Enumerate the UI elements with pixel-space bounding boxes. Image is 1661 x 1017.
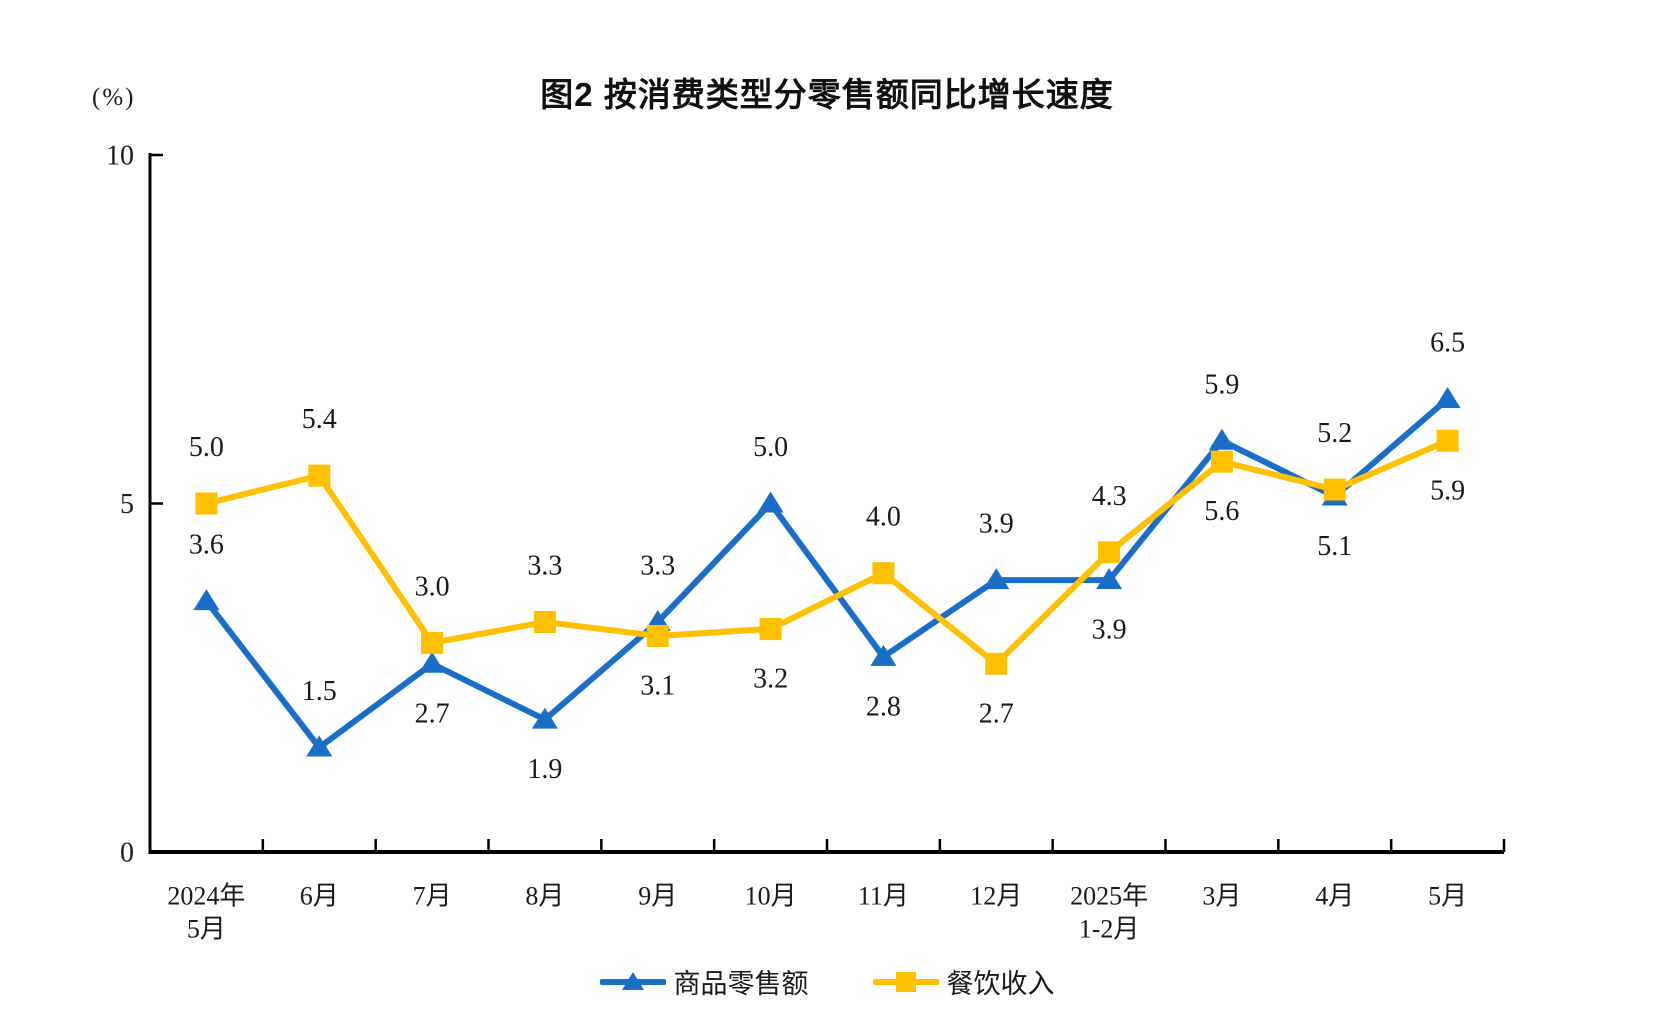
chart-title: 图2 按消费类型分零售额同比增长速度 — [540, 76, 1114, 113]
data-marker-square — [985, 652, 1008, 675]
x-category-label: 4月 — [1315, 881, 1354, 910]
data-point-label: 3.9 — [979, 509, 1014, 540]
data-point-label: 3.2 — [753, 663, 788, 694]
x-category-label: 9月 — [638, 881, 677, 910]
data-marker-square — [759, 617, 782, 640]
legend-label-goods-retail: 商品零售额 — [673, 969, 809, 999]
data-marker-square — [1210, 450, 1233, 473]
data-marker-square — [421, 631, 444, 654]
x-category-label: 2024年 — [167, 881, 245, 910]
data-marker-square — [1323, 478, 1346, 501]
data-marker-square — [1436, 429, 1459, 452]
chart-legend: 商品零售额 餐饮收入 — [150, 962, 1504, 1001]
data-marker-triangle — [531, 707, 558, 729]
data-marker-square — [872, 562, 895, 585]
data-point-label: 3.3 — [527, 550, 562, 581]
data-point-label: 1.5 — [302, 676, 337, 707]
data-marker-square — [195, 492, 218, 515]
x-category-label: 3月 — [1202, 881, 1241, 910]
data-marker-triangle — [757, 491, 784, 513]
data-point-label: 5.0 — [753, 432, 788, 463]
x-category-label: 2025年 — [1070, 881, 1148, 910]
legend-triangle — [621, 971, 644, 990]
x-category-label: 5月 — [1428, 881, 1467, 910]
y-tick-label: 10 — [106, 141, 134, 172]
x-category-label: 6月 — [300, 881, 339, 910]
x-category-label: 12月 — [970, 881, 1022, 910]
legend-marker-square-icon — [872, 971, 939, 992]
legend-label-catering-revenue: 餐饮收入 — [946, 969, 1055, 999]
data-point-label: 5.4 — [302, 404, 337, 435]
data-point-label: 5.1 — [1317, 531, 1352, 562]
series-line-1 — [203, 437, 1451, 668]
data-point-label: 2.7 — [979, 698, 1014, 729]
y-tick-label: 5 — [120, 489, 134, 520]
data-point-label: 3.9 — [1092, 615, 1127, 646]
x-category-label: 1-2月 — [1079, 914, 1140, 943]
data-marker-triangle — [419, 651, 446, 673]
data-marker-square — [1098, 541, 1121, 564]
data-point-label: 6.5 — [1430, 327, 1465, 358]
data-point-label: 3.0 — [415, 571, 450, 602]
y-tick-label: 0 — [120, 838, 134, 869]
data-point-label: 2.7 — [415, 698, 450, 729]
data-marker-triangle — [1208, 428, 1235, 450]
x-category-label: 10月 — [745, 881, 797, 910]
data-marker-square — [646, 624, 669, 647]
legend-item-goods-retail: 商品零售额 — [599, 962, 809, 1001]
x-category-label: 11月 — [858, 881, 909, 910]
series-line-0 — [203, 395, 1451, 752]
y-axis-unit-label: (%) — [92, 84, 136, 111]
legend-item-catering-revenue: 餐饮收入 — [872, 962, 1055, 1001]
data-point-label: 1.9 — [527, 754, 562, 785]
data-point-label: 3.1 — [640, 670, 675, 701]
legend-marker-triangle-icon — [599, 971, 666, 990]
data-point-label: 5.0 — [189, 432, 224, 463]
data-marker-triangle — [306, 735, 333, 757]
legend-square — [895, 971, 916, 992]
data-point-label: 5.9 — [1430, 475, 1465, 506]
data-marker-triangle — [983, 568, 1010, 590]
data-point-label: 5.6 — [1204, 496, 1239, 527]
x-category-label: 7月 — [413, 881, 452, 910]
data-point-label: 3.3 — [640, 550, 675, 581]
x-category-label: 8月 — [525, 881, 564, 910]
x-category-label: 5月 — [187, 914, 226, 943]
data-point-label: 5.2 — [1317, 418, 1352, 449]
data-marker-triangle — [1434, 386, 1461, 408]
data-marker-triangle — [870, 644, 897, 666]
data-marker-square — [533, 610, 556, 633]
data-marker-square — [308, 464, 331, 487]
data-point-label: 4.3 — [1092, 481, 1127, 512]
data-point-label: 3.6 — [189, 530, 224, 561]
data-point-label: 5.9 — [1204, 369, 1239, 400]
data-point-label: 2.8 — [866, 691, 901, 722]
data-marker-triangle — [1096, 568, 1123, 590]
data-marker-triangle — [193, 589, 220, 611]
data-point-label: 4.0 — [866, 502, 901, 533]
